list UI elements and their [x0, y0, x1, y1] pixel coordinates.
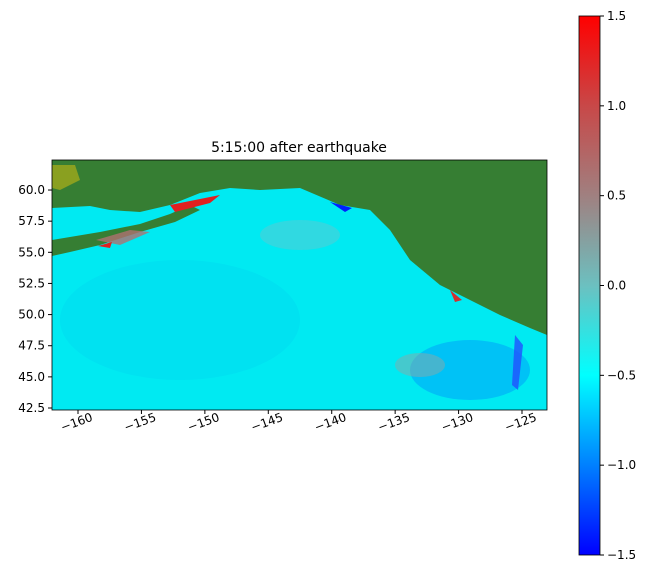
y-tick-label: 50.0 — [18, 308, 45, 322]
x-tick-label: −130 — [439, 410, 475, 434]
x-tick-label: −135 — [376, 410, 412, 434]
y-tick-label: 47.5 — [18, 339, 45, 353]
colorbar-tick-label: 1.0 — [607, 99, 626, 113]
y-tick-label: 45.0 — [18, 370, 45, 384]
y-tick-label: 52.5 — [18, 276, 45, 290]
colorbar — [578, 15, 601, 556]
axes-frame — [51, 159, 548, 411]
colorbar-tick-label: 0.5 — [607, 189, 626, 203]
x-tick-label: −160 — [59, 410, 95, 434]
x-tick-label: −150 — [186, 410, 222, 434]
y-tick-label: 57.5 — [18, 214, 45, 228]
colorbar-tick-label: −0.5 — [607, 368, 636, 382]
chart-title: 5:15:00 after earthquake — [211, 140, 387, 156]
colorbar-tick-label: −1.0 — [607, 458, 636, 472]
colorbar-tick-label: 0.0 — [607, 279, 626, 293]
colorbar-tick-label: 1.5 — [607, 9, 626, 23]
x-tick-label: −125 — [503, 410, 539, 434]
colorbar-tick-label: −1.5 — [607, 548, 636, 562]
y-tick-label: 60.0 — [18, 183, 45, 197]
y-tick-label: 42.5 — [18, 401, 45, 415]
x-tick-label: −155 — [122, 410, 158, 434]
x-tick-label: −140 — [312, 410, 348, 434]
map-field — [52, 160, 547, 410]
y-tick-label: 55.0 — [18, 245, 45, 259]
x-tick-label: −145 — [249, 410, 285, 434]
